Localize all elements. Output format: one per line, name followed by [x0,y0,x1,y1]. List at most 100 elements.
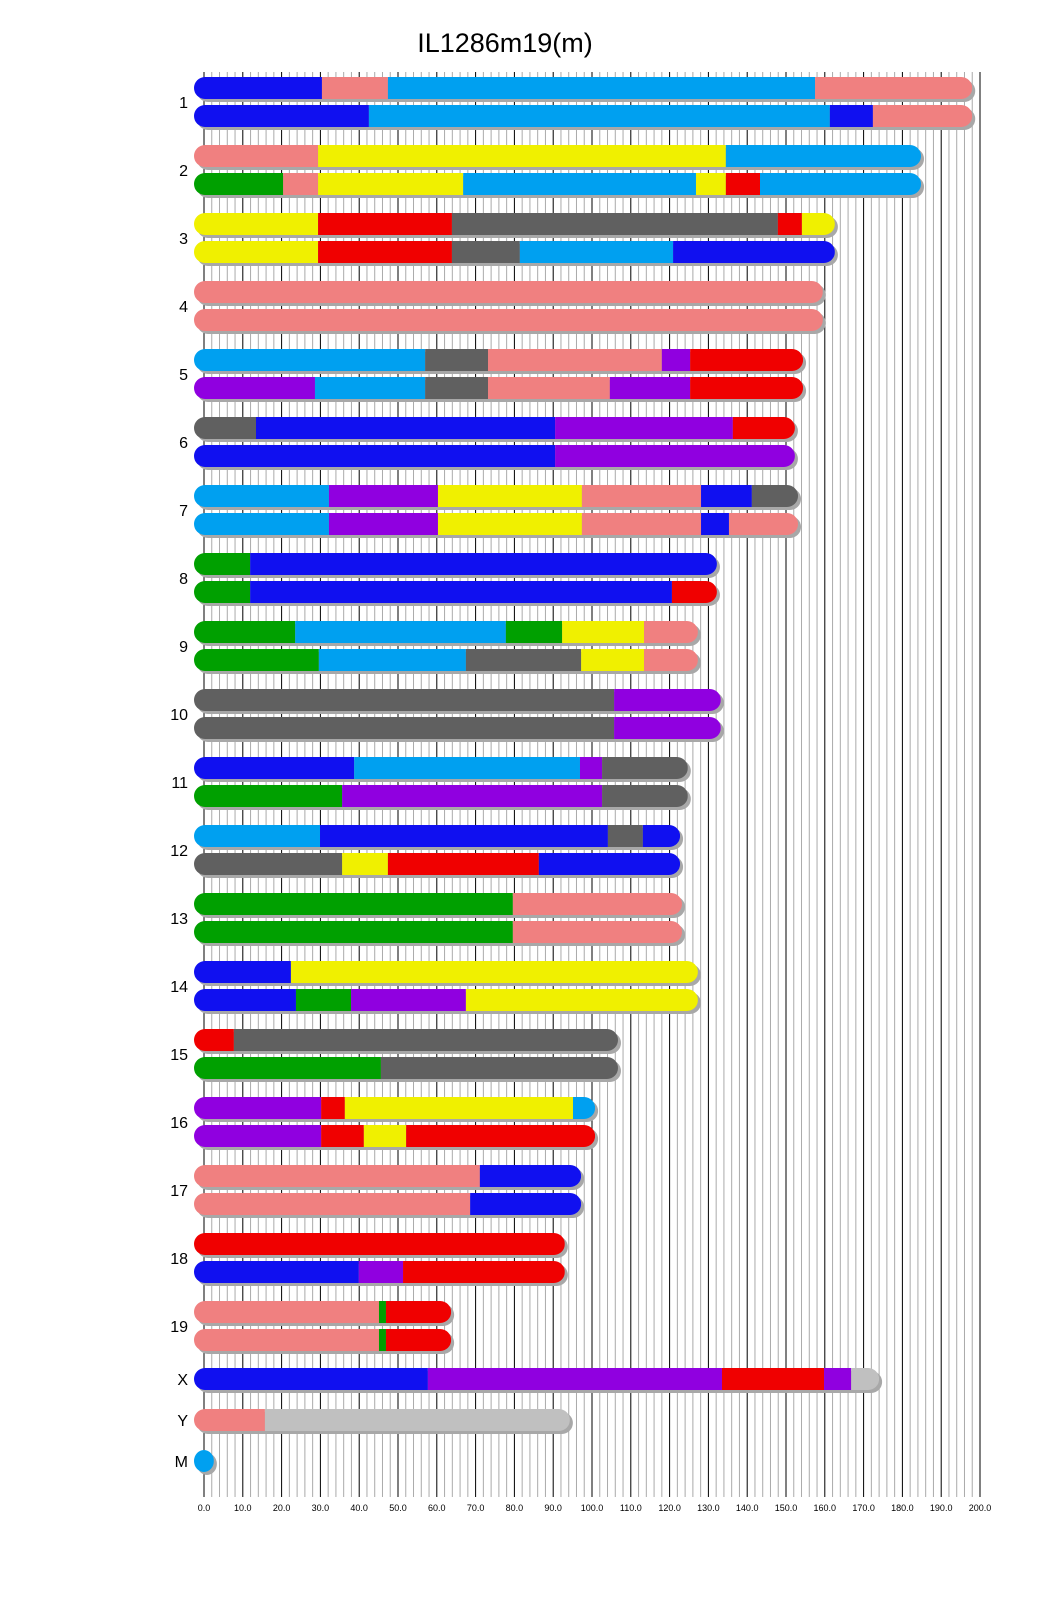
haplotype-segment [538,853,681,875]
haplotype-segment [318,241,452,263]
haplotype-segment [194,145,319,167]
haplotype-segment [233,1029,618,1051]
haplotype-segment [318,213,452,235]
haplotype-segment [437,513,582,535]
haplotype-segment [194,1233,565,1255]
haplotype-segment [609,377,691,399]
haplotype-segment [385,1329,452,1351]
haplotype-segment [690,377,804,399]
haplotype-segment [194,105,369,127]
haplotype-segment [264,1409,570,1431]
haplotype-segment [378,1329,386,1351]
chromosome-label: 6 [179,435,188,452]
haplotype-segment [425,349,489,371]
x-tick-label: 80.0 [506,1503,524,1513]
haplotype-segment [250,553,717,575]
x-tick-label: 20.0 [273,1503,291,1513]
haplotype-segment [194,485,329,507]
haplotype-segment [194,785,343,807]
x-tick-label: 150.0 [775,1503,798,1513]
haplotype-segment [387,853,539,875]
x-tick-label: 40.0 [350,1503,368,1513]
haplotype-segment [194,1057,381,1079]
haplotype-segment [851,1368,880,1390]
x-tick-label: 130.0 [697,1503,720,1513]
haplotype-segment [614,717,721,739]
chromosome-label: 7 [179,503,188,520]
x-tick-label: 140.0 [736,1503,759,1513]
haplotype-segment [427,1368,722,1390]
haplotype-segment [732,417,795,439]
haplotype-segment [318,145,726,167]
x-tick-label: 100.0 [581,1503,604,1513]
haplotype-segment [194,757,355,779]
haplotype-segment [406,1125,596,1147]
haplotype-segment [671,581,717,603]
haplotype-segment [194,417,256,439]
haplotype-segment [614,689,721,711]
chromosome-label: 14 [170,979,188,996]
haplotype-segment [562,621,644,643]
haplotype-segment [194,1409,265,1431]
haplotype-segment [777,213,802,235]
x-tick-label: 70.0 [467,1503,485,1513]
haplotype-segment [194,1097,322,1119]
haplotype-segment [673,241,835,263]
haplotype-segment [555,445,795,467]
chromosome-label: 2 [179,163,188,180]
x-tick-label: 190.0 [930,1503,953,1513]
haplotype-segment [194,1329,379,1351]
chromosome-label: Y [177,1413,188,1430]
haplotype-segment [512,893,683,915]
haplotype-segment [701,513,729,535]
haplotype-segment [318,173,464,195]
haplotype-segment [194,1125,322,1147]
haplotype-segment [358,1261,404,1283]
haplotype-segment [194,77,322,99]
haplotype-segment [642,825,681,847]
haplotype-segment [194,893,513,915]
haplotype-segment [581,485,702,507]
haplotype-segment [465,649,582,671]
haplotype-segment [328,485,438,507]
haplotype-segment [194,1261,359,1283]
haplotype-segment [470,1193,582,1215]
haplotype-segment [194,581,251,603]
x-tick-label: 60.0 [428,1503,446,1513]
haplotype-segment [321,1125,364,1147]
haplotype-segment [555,417,733,439]
haplotype-segment [344,1097,573,1119]
haplotype-segment [194,553,251,575]
haplotype-segment [194,921,513,943]
haplotype-segment [643,621,698,643]
chromosome-label: 8 [179,571,188,588]
haplotype-segment [194,717,615,739]
x-tick-label: 160.0 [814,1503,837,1513]
haplotype-segment [661,349,691,371]
chromosome-label: 9 [179,639,188,656]
haplotype-segment [321,1097,345,1119]
haplotype-segment [194,1193,471,1215]
haplotype-segment [194,1165,480,1187]
haplotype-segment [725,145,922,167]
haplotype-segment [824,1368,852,1390]
haplotype-segment [451,241,520,263]
haplotype-segment [728,513,799,535]
chromosome-label: 17 [170,1183,188,1200]
haplotype-segment [351,989,466,1011]
chromosome-label: 11 [171,775,188,792]
haplotype-segment [701,485,752,507]
haplotype-segment [602,757,688,779]
haplotype-segment [602,785,688,807]
haplotype-segment [751,485,799,507]
chromosome-label: 12 [170,843,188,860]
haplotype-segment [607,825,643,847]
haplotype-segment [194,1301,379,1323]
haplotype-segment [725,173,761,195]
haplotype-segment [194,621,296,643]
haplotype-segment [320,825,608,847]
haplotype-segment [194,445,556,467]
haplotype-segment [318,649,466,671]
haplotype-segment [465,989,698,1011]
